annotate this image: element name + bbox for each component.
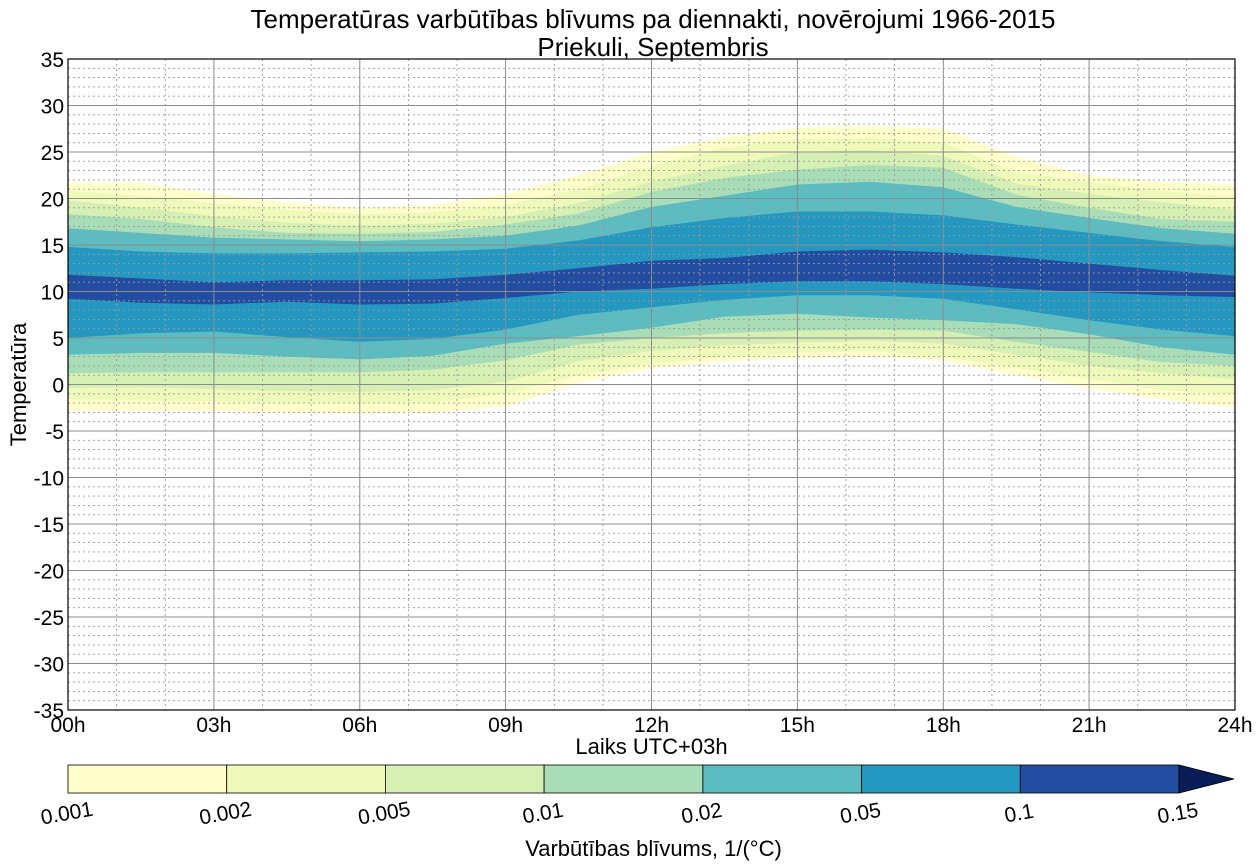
y-tick-label: -35 (34, 700, 64, 723)
colorbar (67, 764, 1235, 794)
colorbar-segment (226, 764, 386, 794)
chart-title: Temperatūras varbūtības blīvums pa dienn… (250, 4, 1056, 34)
x-axis-label: Laiks UTC+03h (575, 734, 727, 759)
x-tick-label: 03h (196, 714, 231, 737)
colorbar-segment (384, 764, 545, 794)
y-tick-label: -20 (34, 561, 64, 584)
colorbar-tick-label: 0.02 (680, 799, 724, 829)
plot-frame (67, 58, 1236, 711)
y-tick-label: -25 (34, 607, 64, 630)
colorbar-segment (702, 764, 863, 794)
colorbar-tick-label: 0.05 (838, 799, 882, 829)
x-tick-label: 00h (50, 714, 85, 737)
grid-lines (68, 59, 1235, 710)
y-tick-label: 20 (41, 189, 64, 212)
y-tick-label: -30 (34, 654, 64, 677)
colorbar-tick-label: 0.002 (198, 798, 254, 830)
colorbar-tick-label: 0.15 (1156, 799, 1200, 829)
x-tick-label: 06h (342, 714, 377, 737)
y-tick-label: -5 (45, 421, 64, 444)
colorbar-label: Varbūtības blīvums, 1/(°C) (525, 836, 782, 861)
colorbar-segment (543, 764, 704, 794)
colorbar-segment (861, 764, 1021, 794)
y-tick-label: 35 (41, 49, 64, 72)
y-tick-label: 5 (52, 328, 64, 351)
y-tick-label: -15 (34, 514, 64, 537)
colorbar-ticks: 0.001 0.002 0.005 0.01 0.02 0.05 0.1 0.15 (39, 798, 1200, 830)
y-axis-ticks: 35 30 25 20 15 10 5 0 -5 -10 -15 -20 -25 -30 -35 (34, 49, 64, 723)
y-axis-label: Temperatūra (6, 322, 31, 446)
y-tick-label: 15 (41, 235, 64, 258)
colorbar-extend-arrow (1178, 764, 1235, 794)
x-tick-label: 12h (634, 714, 669, 737)
y-tick-label: 30 (41, 96, 64, 119)
x-axis-ticks: 00h 03h 06h 09h 12h 15h 18h 21h 24h (50, 714, 1252, 737)
colorbar-tick-label: 0.01 (521, 799, 565, 829)
x-tick-label: 24h (1217, 714, 1252, 737)
colorbar-segment (67, 764, 228, 794)
y-tick-label: -10 (34, 468, 64, 491)
colorbar-tick-label: 0.005 (356, 798, 412, 830)
y-tick-label: 25 (41, 142, 64, 165)
x-tick-label: 09h (488, 714, 523, 737)
y-tick-label: 0 (52, 375, 64, 398)
x-tick-label: 15h (780, 714, 815, 737)
colorbar-tick-label: 0.1 (1003, 800, 1036, 828)
x-tick-label: 18h (926, 714, 961, 737)
x-tick-label: 21h (1072, 714, 1107, 737)
colorbar-tick-label: 0.001 (39, 798, 95, 830)
chart-subtitle: Priekuli, Septembris (537, 32, 769, 62)
y-tick-label: 10 (41, 282, 64, 305)
colorbar-segment (1019, 764, 1180, 794)
